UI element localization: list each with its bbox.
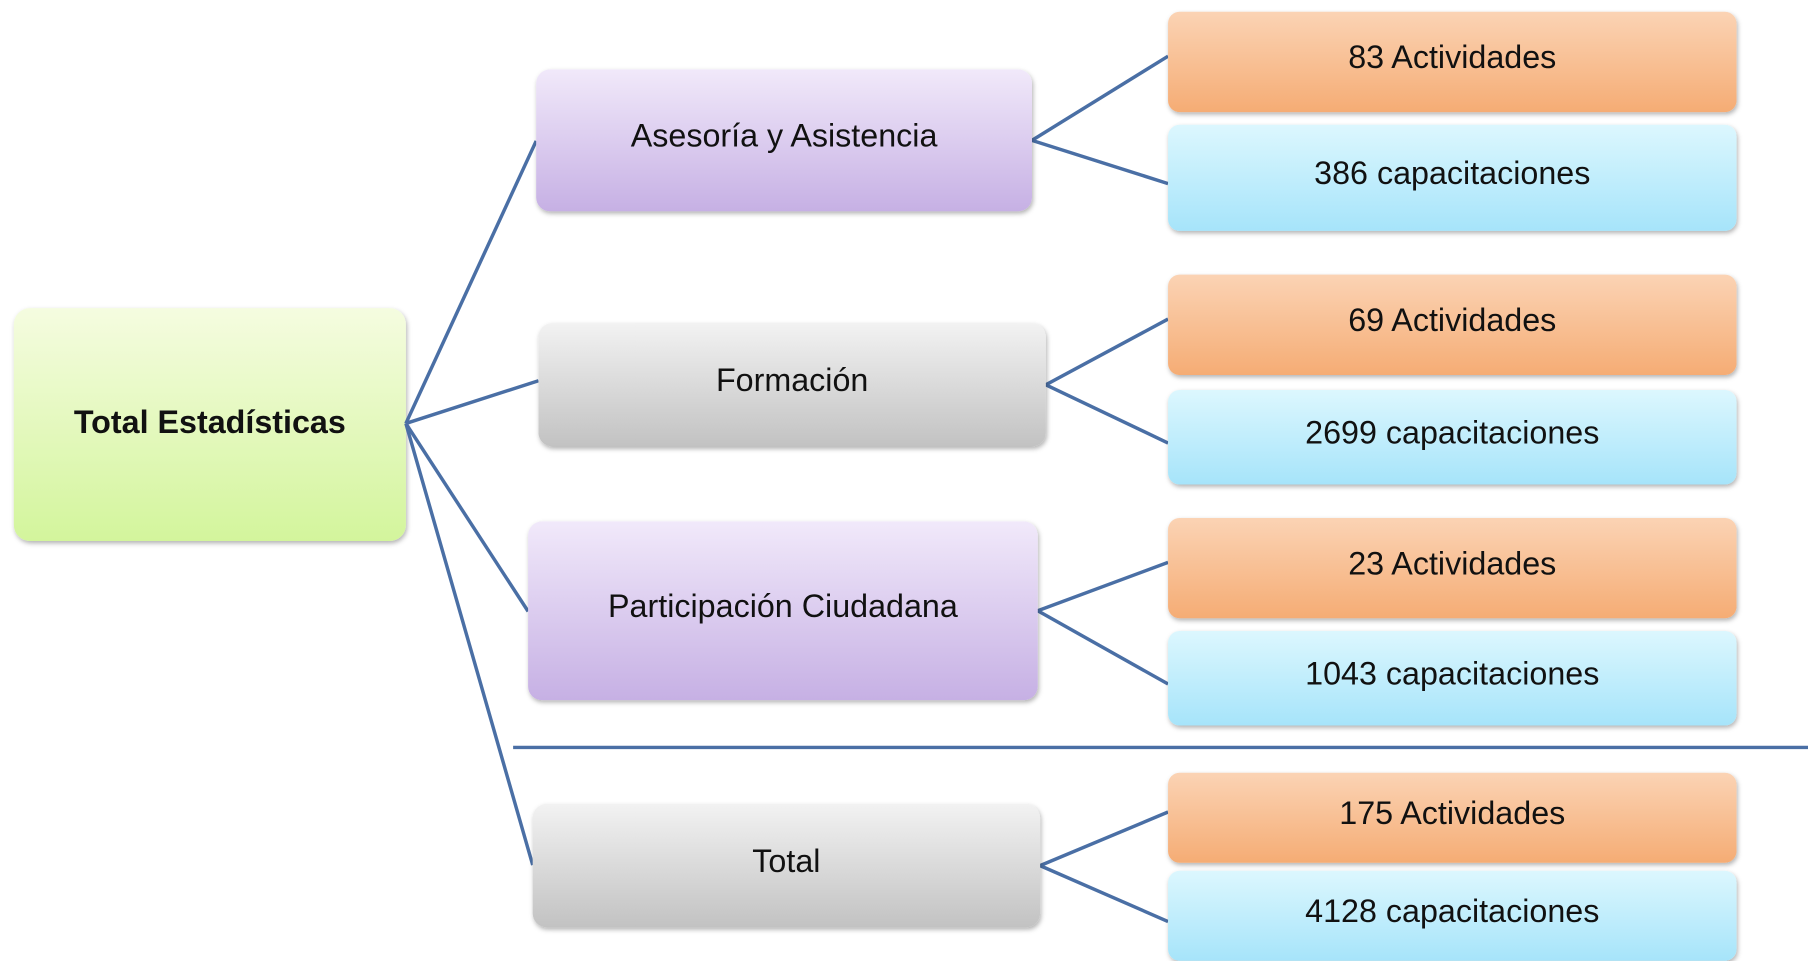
page: Total Estadísticas Asesoría y Asistencia… (0, 0, 1808, 961)
trainings-label: 1043 capacitaciones (1305, 655, 1599, 691)
connector (1032, 56, 1168, 140)
group-label: Asesoría y Asistencia (631, 118, 938, 154)
connector (406, 423, 528, 611)
group-label: Participación Ciudadana (608, 588, 958, 624)
connector (406, 423, 533, 865)
activities-label: 69 Actividades (1348, 302, 1556, 338)
group-label: Total (752, 843, 820, 879)
connector (406, 141, 536, 424)
diagram: Total Estadísticas Asesoría y Asistencia… (0, 0, 1808, 961)
activities-label: 83 Actividades (1348, 39, 1556, 75)
trainings-label: 4128 capacitaciones (1305, 893, 1599, 929)
connector (1038, 562, 1168, 610)
trainings-label: 386 capacitaciones (1314, 155, 1590, 191)
connector (1046, 385, 1168, 443)
connector (1040, 866, 1168, 922)
connector (1032, 140, 1168, 183)
group-label: Formación (716, 362, 868, 398)
connector (1038, 611, 1168, 684)
connector (1040, 812, 1168, 866)
connector (1046, 319, 1168, 385)
activities-label: 23 Actividades (1348, 545, 1556, 581)
root-label: Total Estadísticas (74, 404, 346, 440)
connector (406, 381, 539, 424)
activities-label: 175 Actividades (1339, 795, 1565, 831)
trainings-label: 2699 capacitaciones (1305, 414, 1599, 450)
